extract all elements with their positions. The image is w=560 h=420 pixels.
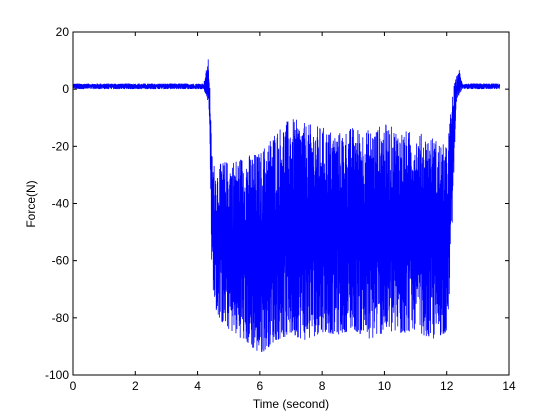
x-tick-label: 4 [194,379,201,393]
x-axis-label: Time (second) [253,397,329,411]
data-layer [72,59,501,352]
y-tick-label: -20 [52,139,70,153]
x-tick-label: 8 [319,379,326,393]
y-tick-label: -100 [45,368,69,382]
x-tick-label: 2 [132,379,139,393]
y-tick-label: 0 [62,82,69,96]
x-tick-label: 12 [440,379,454,393]
y-tick-label: -40 [52,197,70,211]
y-tick-label: 20 [56,25,70,39]
x-tick-label: 0 [70,379,77,393]
y-axis-label: Force(N) [24,180,38,227]
force-signal-line [72,59,501,352]
x-tick-label: 10 [378,379,392,393]
x-tick-label: 6 [257,379,264,393]
ticks-layer: 0 2 4 6 8 10 12 14 -100 -80 -60 -40 -20 0 20 [45,25,516,393]
y-tick-label: -80 [52,311,70,325]
y-tick-label: -60 [52,254,70,268]
x-tick-label: 14 [502,379,516,393]
